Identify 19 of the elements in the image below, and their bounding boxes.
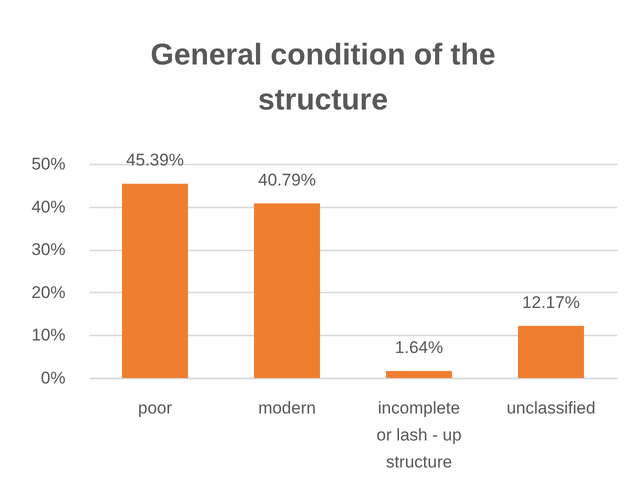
x-tick-label: modern bbox=[258, 398, 316, 418]
x-tick-label: poor bbox=[138, 398, 172, 418]
y-tick-label: 10% bbox=[31, 326, 66, 345]
bar bbox=[122, 184, 188, 378]
bar bbox=[254, 203, 320, 378]
y-tick-label: 0% bbox=[40, 368, 66, 388]
chart-title: General condition of the structure bbox=[150, 38, 496, 117]
x-tick-label: unclassified bbox=[506, 398, 596, 418]
data-label: 12.17% bbox=[522, 292, 580, 312]
data-label: 1.64% bbox=[394, 338, 444, 357]
bar bbox=[386, 370, 452, 378]
y-tick-label: 30% bbox=[31, 240, 66, 260]
x-tick-label: incomplete or lash - up structure bbox=[376, 398, 462, 472]
y-tick-label: 40% bbox=[31, 197, 66, 216]
bar bbox=[518, 326, 584, 378]
data-label: 45.39% bbox=[126, 150, 184, 170]
y-tick-label: 20% bbox=[31, 282, 66, 302]
y-tick-label: 50% bbox=[31, 154, 66, 174]
data-label: 40.79% bbox=[258, 170, 316, 190]
